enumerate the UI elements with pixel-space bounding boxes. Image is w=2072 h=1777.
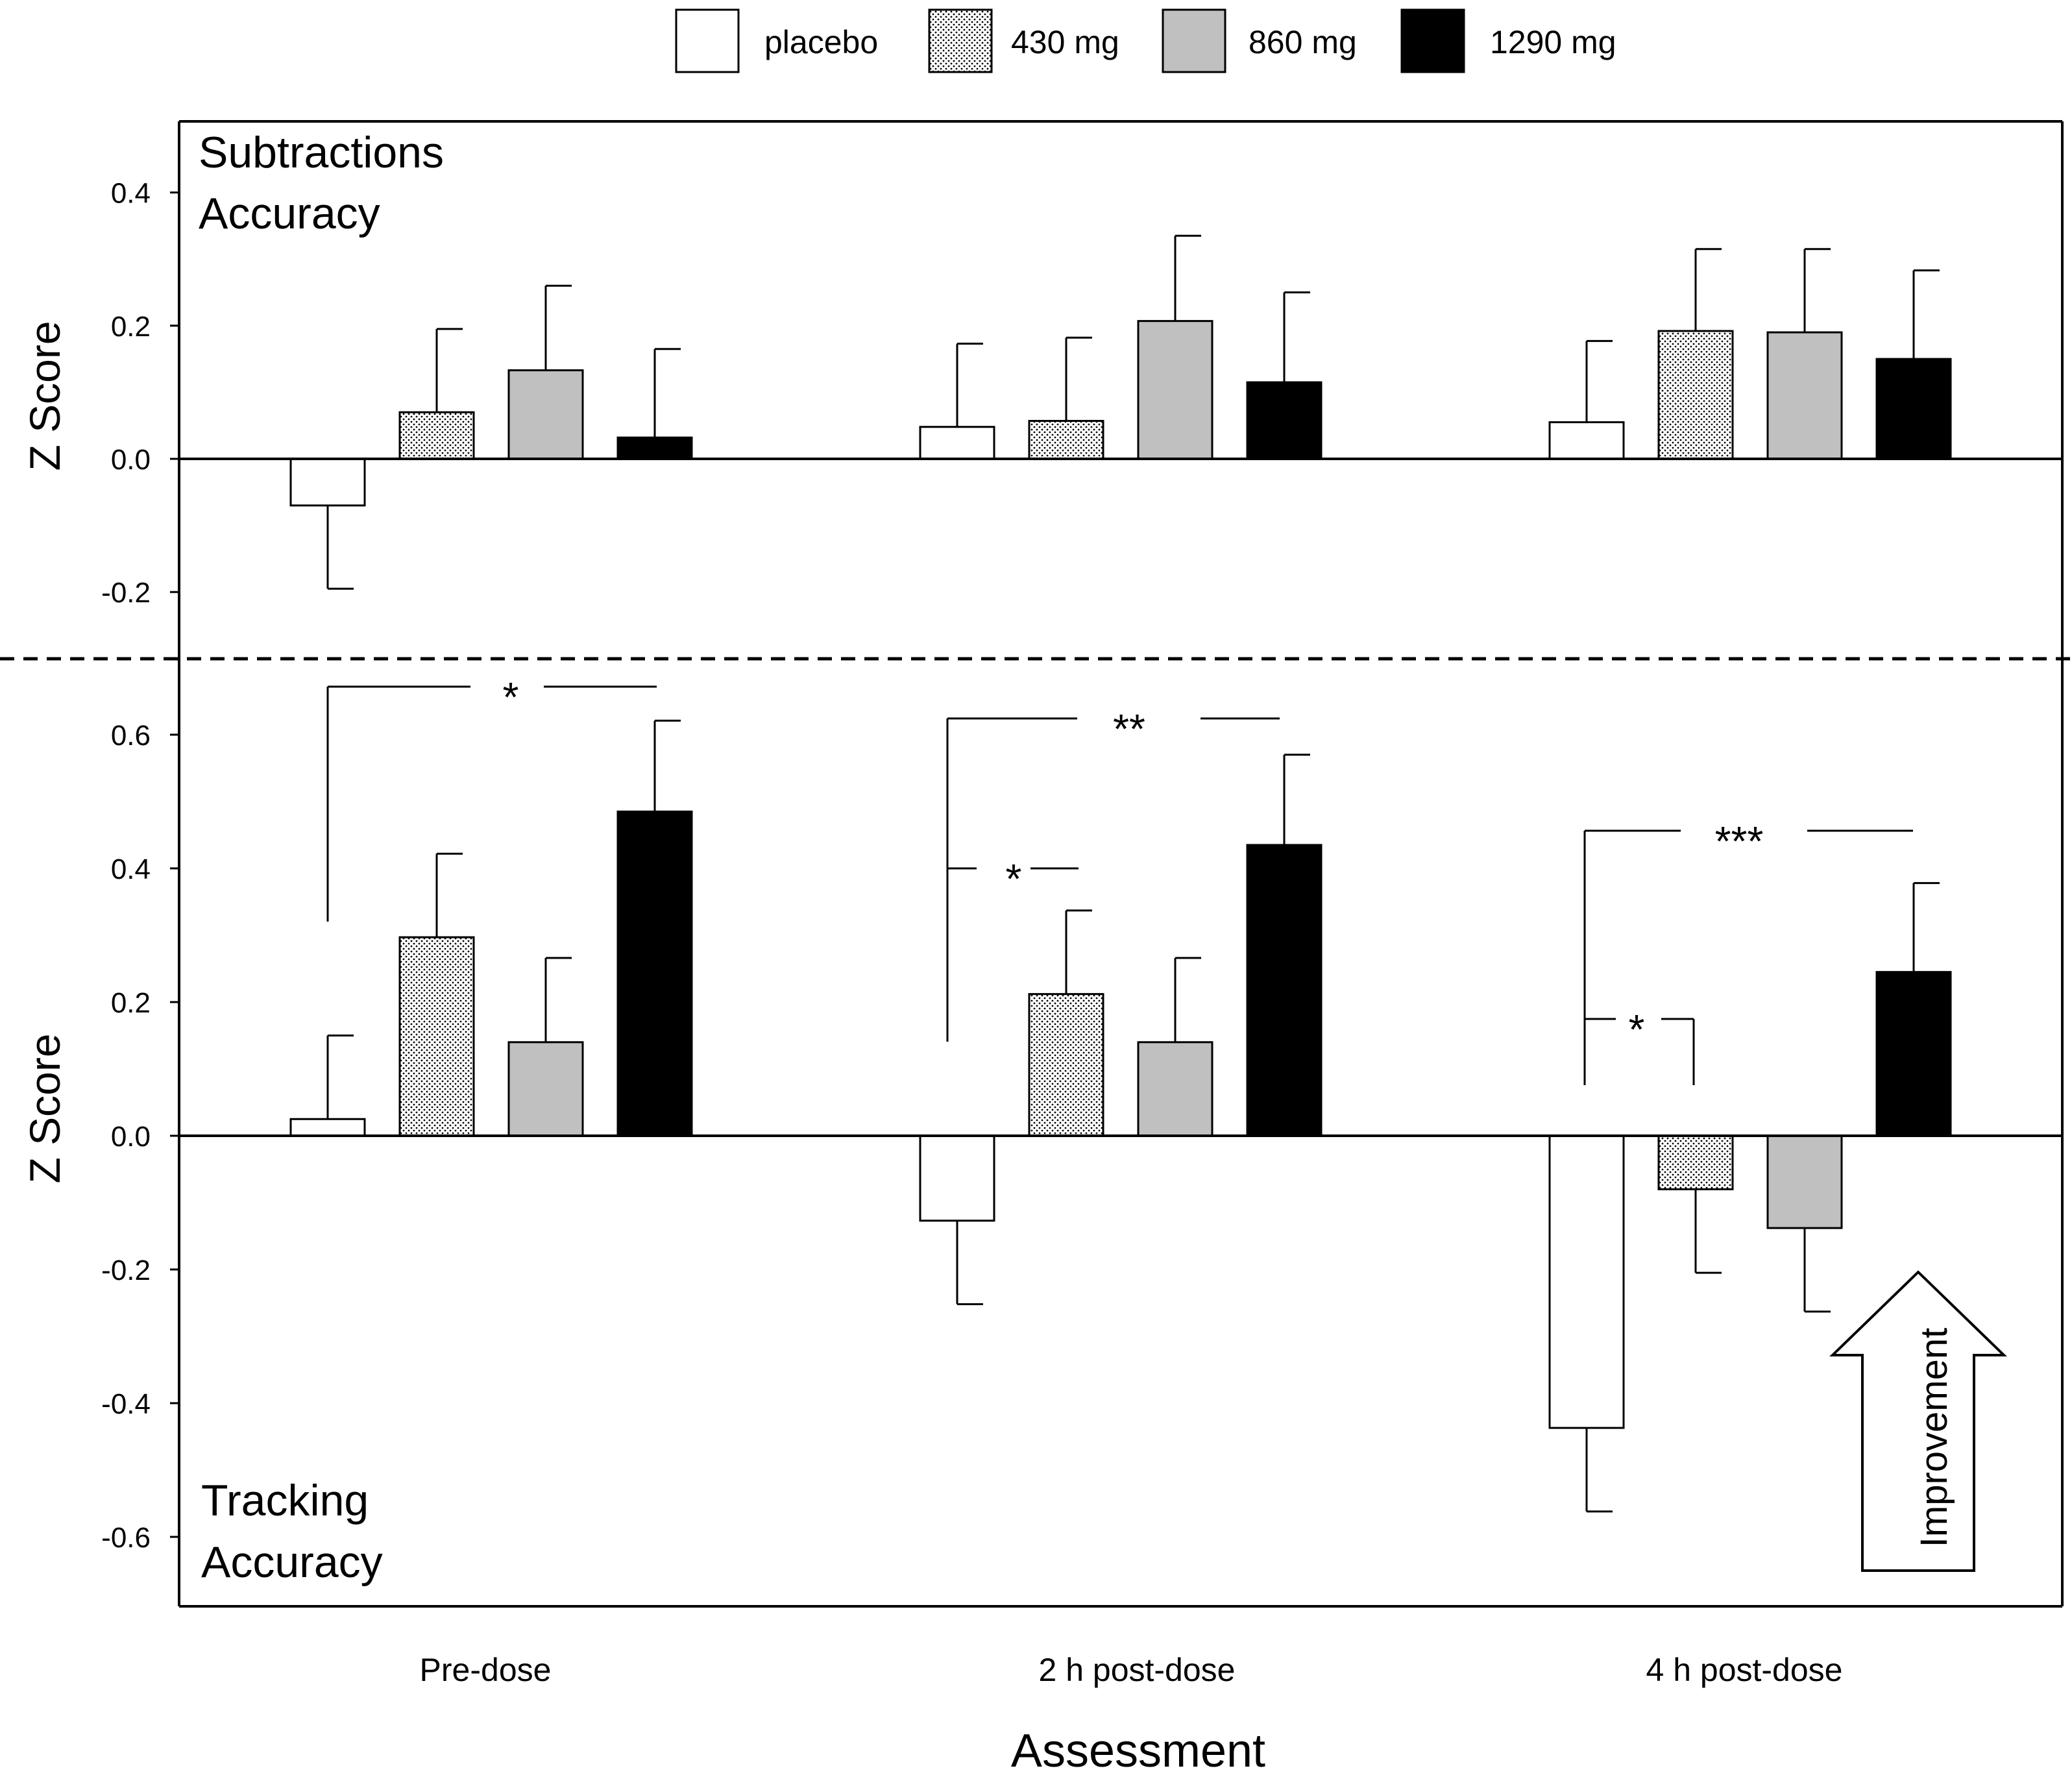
bar-1290-mg-4-h-post-dose: [1875, 971, 1952, 1137]
bar-placebo-2-h-post-dose: [919, 1134, 995, 1222]
bar-430-mg-4-h-post-dose: [1657, 1134, 1734, 1190]
bar-placebo-4-h-post-dose: [1548, 1134, 1625, 1429]
bar-860-mg-pre-dose: [507, 1041, 584, 1137]
y-tick-label: 0.4: [111, 853, 151, 885]
panel-title-subtractions-line2: Accuracy: [199, 189, 380, 238]
bar-430-mg-pre-dose: [398, 936, 475, 1137]
panel-subtractions: Subtractions Accuracy Z Score 0.4 0.2 0.0 -…: [21, 128, 2062, 609]
plot-frame: [0, 120, 2072, 1608]
bar-1290-mg-2-h-post-dose: [1246, 381, 1322, 460]
bar-430-mg-4-h-post-dose: [1657, 330, 1734, 460]
bar-860-mg-4-h-post-dose: [1766, 331, 1843, 460]
y-tick-label: 0.0: [111, 1121, 151, 1153]
significance-label: *: [503, 674, 519, 720]
significance-label: *: [1006, 855, 1022, 902]
panel-title-subtractions-line1: Subtractions: [199, 128, 444, 177]
legend-swatch-860mg: [1162, 8, 1226, 73]
bar-860-mg-2-h-post-dose: [1137, 320, 1213, 460]
x-axis-label: Assessment: [1011, 1725, 1265, 1777]
improvement-arrow: Improvement: [1829, 1270, 2007, 1572]
y-tick-label: -0.6: [101, 1522, 151, 1554]
bar-1290-mg-4-h-post-dose: [1875, 358, 1952, 460]
y-ticks-tracking: 0.6 0.4 0.2 0.0 -0.2 -0.4 -0.6: [101, 720, 179, 1554]
bar-430-mg-pre-dose: [398, 411, 475, 460]
bar-placebo-pre-dose: [289, 1118, 366, 1137]
legend-label-1290mg: 1290 mg: [1490, 24, 1616, 60]
x-category-pre-dose: Pre-dose: [420, 1652, 552, 1688]
bar-placebo-4-h-post-dose: [1548, 421, 1625, 460]
significance-label: ***: [1715, 818, 1764, 864]
significance-annotations: ********: [326, 674, 1913, 1085]
bar-1290-mg-pre-dose: [616, 436, 693, 460]
significance-label: *: [1629, 1006, 1645, 1053]
legend-swatch-placebo: [675, 8, 740, 73]
improvement-arrow-shape: [1829, 1270, 2007, 1572]
legend-label-placebo: placebo: [764, 24, 878, 60]
panel-title-tracking-line2: Accuracy: [201, 1538, 383, 1587]
legend-swatch-1290mg: [1400, 8, 1465, 73]
significance-label: **: [1113, 705, 1145, 752]
bar-860-mg-4-h-post-dose: [1766, 1134, 1843, 1229]
y-tick-label: -0.2: [101, 577, 151, 609]
y-tick-label: 0.2: [111, 987, 151, 1019]
legend-label-430mg: 430 mg: [1011, 24, 1119, 60]
x-category-4-h-post-dose: 4 h post-dose: [1646, 1652, 1843, 1688]
bars-tracking: [289, 719, 1952, 1513]
y-axis-label-tracking: Z Score: [21, 1033, 69, 1183]
y-tick-label: 0.6: [111, 720, 151, 752]
x-category-labels: Pre-dose 2 h post-dose 4 h post-dose: [420, 1652, 1843, 1688]
x-category-2-h-post-dose: 2 h post-dose: [1039, 1652, 1236, 1688]
y-axis-label-subtractions: Z Score: [21, 321, 69, 471]
bars-subtractions: [289, 234, 1952, 590]
y-tick-label: -0.4: [101, 1388, 151, 1420]
y-ticks-subtractions: 0.4 0.2 0.0 -0.2: [101, 178, 179, 609]
bar-860-mg-2-h-post-dose: [1137, 1041, 1213, 1137]
y-tick-label: -0.2: [101, 1255, 151, 1286]
y-tick-label: 0.4: [111, 178, 151, 210]
bar-1290-mg-pre-dose: [616, 810, 693, 1137]
bar-placebo-2-h-post-dose: [919, 426, 995, 460]
panel-tracking: Tracking Accuracy Z Score 0.6 0.4 0.2 0.0 -0…: [21, 674, 2062, 1587]
legend-swatch-430mg: [928, 8, 993, 73]
panel-title-tracking-line1: Tracking: [201, 1476, 369, 1525]
improvement-arrow-label: Improvement: [1913, 1328, 1955, 1547]
bar-860-mg-pre-dose: [507, 369, 584, 460]
bar-1290-mg-2-h-post-dose: [1246, 844, 1322, 1137]
bar-430-mg-2-h-post-dose: [1028, 420, 1104, 460]
bar-430-mg-2-h-post-dose: [1028, 993, 1104, 1137]
legend-label-860mg: 860 mg: [1249, 24, 1357, 60]
y-tick-label: 0.0: [111, 444, 151, 476]
bar-placebo-pre-dose: [289, 458, 366, 507]
y-tick-label: 0.2: [111, 311, 151, 343]
legend: placebo 430 mg 860 mg 1290 mg: [675, 8, 1616, 73]
